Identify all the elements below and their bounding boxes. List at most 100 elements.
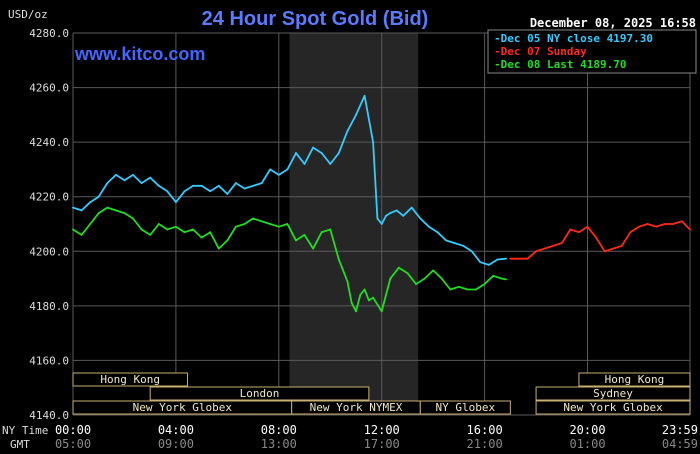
series-3-point	[269, 223, 272, 225]
series-3-point	[466, 288, 469, 291]
series-1-point	[436, 231, 439, 234]
series-3-point	[320, 231, 323, 234]
series-1-point	[312, 146, 315, 149]
series-3-point	[363, 288, 366, 291]
series-3-point	[72, 228, 74, 231]
x-tick-label-gmt: 17:00	[364, 437, 400, 451]
series-3-point	[350, 302, 353, 305]
session-label: New York Globex	[133, 401, 233, 414]
y-unit-label: USD/oz	[8, 8, 48, 21]
series-3-point	[380, 310, 383, 313]
series-3-point	[475, 288, 477, 291]
series-2-point	[586, 225, 589, 228]
series-1-point	[389, 212, 392, 214]
series-1-point	[114, 173, 117, 176]
legend-box	[487, 29, 697, 74]
series-3-point	[346, 280, 349, 283]
series-2-point	[638, 225, 640, 228]
series-3-point	[235, 225, 237, 228]
series-3-point	[89, 223, 92, 225]
series-1-point	[286, 168, 289, 171]
x-tick-label-ny: 00:00	[55, 423, 91, 437]
series-1-point	[209, 190, 212, 193]
series-1-point	[140, 182, 143, 184]
series-3-point	[192, 228, 194, 231]
y-tick-label: 4280.0	[29, 27, 69, 40]
series-3-point	[200, 236, 203, 239]
series-1-point	[183, 190, 186, 193]
series-1-point	[260, 182, 263, 184]
y-tick-label: 4200.0	[29, 245, 69, 258]
series-1-point	[372, 141, 375, 144]
series-1-point	[419, 217, 422, 220]
series-1-point	[175, 201, 177, 204]
x-tick-label-ny: 04:00	[158, 423, 194, 437]
session-label: New York NYMEX	[310, 401, 403, 414]
series-3-point	[329, 228, 332, 231]
y-tick-label: 4140.0	[29, 409, 69, 422]
series-1-point	[192, 184, 194, 187]
series-3-point	[355, 310, 357, 313]
x-tick-label-ny: 08:00	[261, 423, 297, 437]
x-tick-label-ny: 23:59	[662, 423, 698, 437]
series-3-point	[166, 228, 169, 231]
series-3-point	[372, 296, 375, 299]
series-3-point	[406, 272, 409, 275]
series-2-point	[646, 223, 649, 225]
series-1-point	[89, 201, 92, 204]
series-1-point	[462, 244, 465, 247]
series-1-point	[166, 190, 169, 193]
series-1-point	[252, 184, 254, 187]
series-3-point	[157, 223, 160, 225]
series-2-point	[595, 236, 597, 239]
series-3-point	[277, 225, 280, 228]
series-1-point	[376, 217, 379, 220]
grid-lines	[72, 32, 691, 416]
series-1-point	[80, 209, 83, 212]
series-1-point	[106, 182, 109, 184]
series-3-point	[337, 258, 340, 261]
series-1-point	[453, 242, 456, 245]
series-1-point	[470, 250, 473, 253]
series-3-point	[389, 277, 392, 280]
series-1-point	[157, 184, 160, 187]
series-3-point	[97, 212, 100, 214]
series-1-point	[269, 168, 272, 171]
y-tick-label: 4220.0	[29, 191, 69, 204]
session-bars: Hong Kong London New York Globex New York N…	[72, 372, 691, 415]
series-1-point	[346, 130, 349, 133]
series-2-point	[543, 247, 546, 250]
x-tick-label-ny: 20:00	[569, 423, 605, 437]
x-tick-label-gmt: 05:00	[55, 437, 91, 451]
series-1-point	[505, 257, 507, 260]
x-tick-label-gmt: 09:00	[158, 437, 194, 451]
series-1-point	[303, 163, 306, 165]
chart-title: 24 Hour Spot Gold (Bid)	[202, 8, 429, 30]
series-3-point	[80, 234, 83, 236]
series-2-point	[689, 228, 691, 231]
y-tick-labels: 4140.0 4160.0 4180.0 4200.0 4220.0 4240.0 4260…	[29, 27, 69, 422]
x-tick-label-gmt: 13:00	[261, 437, 297, 451]
series-2-point	[526, 257, 529, 260]
series-2-point	[672, 223, 675, 225]
series-2-point	[620, 244, 623, 247]
series-2-point	[578, 231, 580, 234]
series-3-point	[492, 274, 495, 277]
session-label: London	[240, 387, 280, 400]
series-2-point	[569, 228, 572, 231]
x-tick-label-ny: 12:00	[364, 423, 400, 437]
series-1-point	[395, 209, 398, 212]
session-bar	[72, 372, 188, 387]
session-bar	[149, 386, 370, 401]
series-3-point	[432, 269, 435, 272]
series-1-point	[149, 176, 152, 179]
session-label: NY Globex	[436, 401, 496, 414]
series-3-point	[183, 231, 186, 234]
series-1-point	[380, 223, 383, 225]
series-2-point	[603, 250, 606, 253]
session-bar	[535, 400, 691, 415]
series-1-point	[402, 214, 405, 217]
series-1-point	[320, 152, 323, 154]
